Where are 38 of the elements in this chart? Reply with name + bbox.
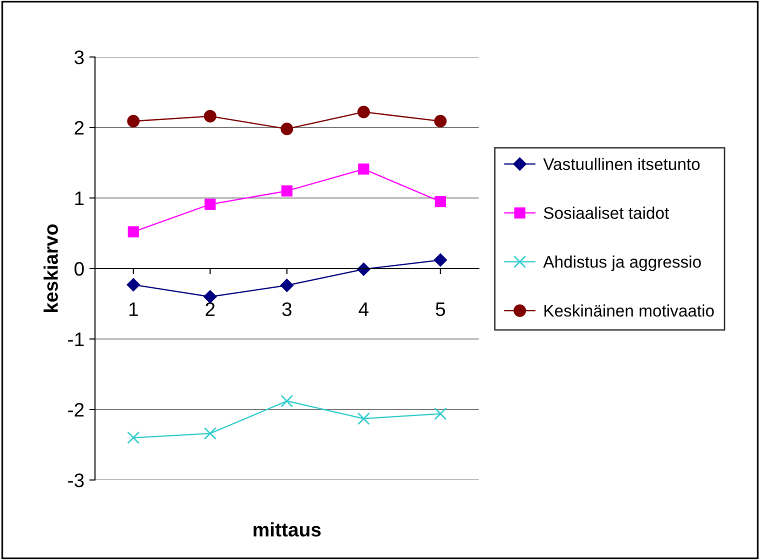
point [280, 278, 294, 292]
point [128, 226, 139, 238]
x-tick-label: 2 [206, 302, 215, 316]
point [434, 407, 447, 420]
point [357, 412, 370, 425]
point [357, 262, 370, 276]
y-tick-label: 3 [74, 50, 84, 64]
point [280, 394, 294, 408]
point [126, 278, 140, 292]
point [204, 198, 216, 210]
x-axis-title: mittaus [254, 522, 321, 537]
y-tick-label: 1 [75, 192, 84, 206]
legend-label: Ahdistus ja aggressio [543, 256, 701, 272]
y-axis-title: keskiarvo [44, 224, 58, 312]
point [281, 185, 292, 197]
y-tick-label: -2 [68, 402, 84, 417]
point [127, 114, 140, 128]
legend-label: Sosiaaliset taidot [544, 206, 670, 219]
y-tick-label: -3 [68, 473, 84, 488]
y-tick-label: 0 [74, 262, 84, 276]
y-tick-label: 2 [74, 120, 84, 135]
x-tick-label: 1 [129, 302, 138, 316]
x-tick-label: 3 [282, 302, 292, 316]
point [434, 196, 446, 208]
point [204, 427, 216, 440]
y-tick-label: -1 [68, 332, 84, 346]
x-tick-label: 5 [436, 302, 446, 316]
legend-label: Keskinäinen motivaatio [544, 304, 714, 317]
point [204, 110, 216, 122]
point [280, 122, 294, 136]
legend-label: Vastuullinen itsetunto [543, 158, 700, 170]
point [434, 114, 447, 128]
point [204, 290, 217, 304]
x-tick-label: 4 [358, 302, 368, 316]
point [358, 164, 370, 175]
point [127, 431, 140, 444]
point [357, 106, 370, 118]
point [434, 253, 448, 267]
